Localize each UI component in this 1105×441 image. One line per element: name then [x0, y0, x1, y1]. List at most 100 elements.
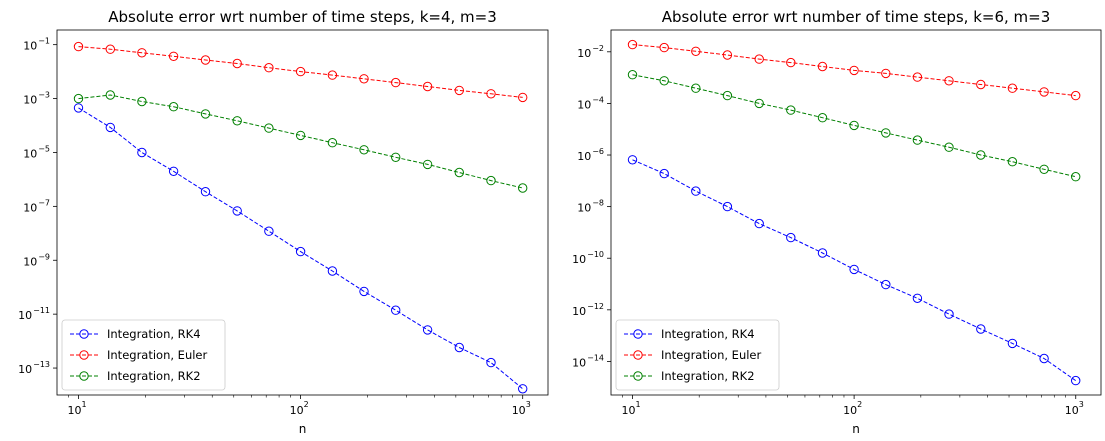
data-point — [1039, 353, 1049, 364]
legend-label: Integration, RK2 — [661, 369, 755, 383]
data-point — [73, 41, 84, 52]
data-point — [391, 152, 401, 163]
x-tick-exponent: 3 — [1079, 400, 1084, 409]
data-point — [486, 357, 496, 368]
y-tick-exponent: −11 — [33, 306, 50, 315]
data-point — [1071, 172, 1081, 182]
legend: Integration, RK4 Integration, Euler Integr… — [61, 319, 226, 391]
chart-title: Absolute error wrt number of time steps,… — [108, 8, 497, 26]
data-point — [518, 92, 528, 103]
data-point — [200, 109, 211, 119]
data-point — [168, 166, 179, 177]
data-point — [137, 147, 147, 158]
legend-swatch-marker — [79, 371, 89, 381]
y-tick-exponent: −6 — [592, 147, 604, 156]
series-line — [632, 159, 1076, 382]
plot-frame — [610, 29, 1102, 396]
series-line — [78, 94, 523, 189]
data-point — [486, 89, 496, 99]
y-tick-exponent: −2 — [592, 44, 604, 53]
data-point — [105, 122, 116, 133]
data-point — [912, 293, 923, 303]
data-point — [200, 187, 211, 197]
data-point — [976, 79, 986, 90]
data-point — [722, 201, 733, 212]
data-point — [454, 342, 464, 353]
data-point — [168, 102, 179, 112]
y-tick-label: 10 — [572, 253, 586, 266]
x-tick-exponent: 2 — [304, 400, 309, 409]
series-line — [78, 107, 524, 390]
y-tick-label: 10 — [577, 47, 591, 60]
data-point — [944, 76, 954, 86]
data-point — [359, 74, 369, 84]
data-point — [137, 48, 147, 58]
x-tick-exponent: 1 — [82, 400, 87, 409]
data-point — [137, 96, 147, 107]
legend-swatch-marker — [633, 371, 643, 381]
y-tick-label: 10 — [577, 202, 591, 215]
x-tick-label: 10 — [621, 404, 635, 417]
data-point — [754, 218, 764, 229]
legend-label: Integration, Euler — [107, 348, 208, 362]
legend-swatch-marker — [633, 329, 643, 339]
data-point — [232, 58, 242, 69]
data-point — [817, 113, 828, 123]
data-point — [295, 246, 306, 257]
data-point — [849, 65, 859, 76]
data-point — [786, 232, 796, 243]
y-tick-exponent: −1 — [38, 37, 50, 46]
data-point — [627, 70, 638, 80]
data-point — [359, 286, 369, 297]
data-point — [105, 44, 116, 54]
legend-box — [615, 319, 780, 391]
legend-label: Integration, Euler — [661, 348, 762, 362]
data-point — [73, 93, 84, 104]
series-line — [632, 74, 1076, 178]
data-point — [264, 123, 274, 133]
data-point — [849, 120, 859, 131]
x-tick-label: 10 — [512, 404, 526, 417]
data-point — [722, 90, 733, 101]
y-tick-label: 10 — [18, 309, 32, 322]
chart-left: Absolute error wrt number of time steps,… — [18, 8, 549, 436]
y-tick-exponent: −8 — [592, 199, 604, 208]
data-point — [1007, 338, 1018, 349]
data-point — [881, 128, 891, 138]
data-point — [849, 264, 859, 275]
data-point — [627, 155, 638, 165]
data-point — [627, 39, 638, 50]
y-tick-exponent: −3 — [38, 91, 50, 100]
data-point — [881, 279, 891, 290]
y-tick-label: 10 — [572, 305, 586, 318]
series-line — [632, 44, 1076, 97]
data-point — [518, 384, 528, 394]
legend-label: Integration, RK4 — [661, 327, 755, 341]
data-point — [1071, 375, 1081, 386]
x-tick-label: 10 — [1065, 404, 1079, 417]
data-point — [976, 324, 986, 334]
data-point — [486, 175, 496, 186]
data-point — [327, 70, 338, 80]
data-point — [264, 226, 274, 236]
data-point — [817, 61, 828, 72]
x-tick-exponent: 2 — [857, 400, 862, 409]
y-tick-label: 10 — [23, 147, 37, 160]
y-tick-label: 10 — [572, 356, 586, 369]
data-point — [454, 85, 464, 96]
legend-swatch-marker — [79, 329, 89, 339]
data-point — [1007, 83, 1018, 93]
data-point — [944, 309, 954, 319]
y-tick-exponent: −4 — [592, 95, 604, 104]
y-tick-label: 10 — [18, 363, 32, 376]
series-line — [78, 46, 523, 98]
data-point — [295, 130, 306, 141]
x-axis-label: n — [852, 422, 860, 436]
x-tick-label: 10 — [68, 404, 82, 417]
legend-label: Integration, RK4 — [107, 327, 201, 341]
data-point — [817, 248, 828, 258]
x-tick-label: 10 — [843, 404, 857, 417]
y-tick-exponent: −14 — [587, 353, 604, 362]
y-tick-exponent: −7 — [38, 198, 50, 207]
